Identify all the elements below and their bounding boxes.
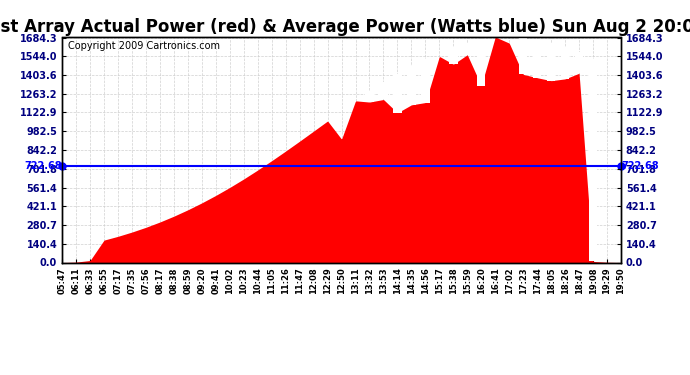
Title: East Array Actual Power (red) & Average Power (Watts blue) Sun Aug 2 20:08: East Array Actual Power (red) & Average …	[0, 18, 690, 36]
Text: 722.68: 722.68	[24, 161, 61, 171]
Text: Copyright 2009 Cartronics.com: Copyright 2009 Cartronics.com	[68, 41, 219, 51]
Text: 722.68: 722.68	[622, 161, 659, 171]
